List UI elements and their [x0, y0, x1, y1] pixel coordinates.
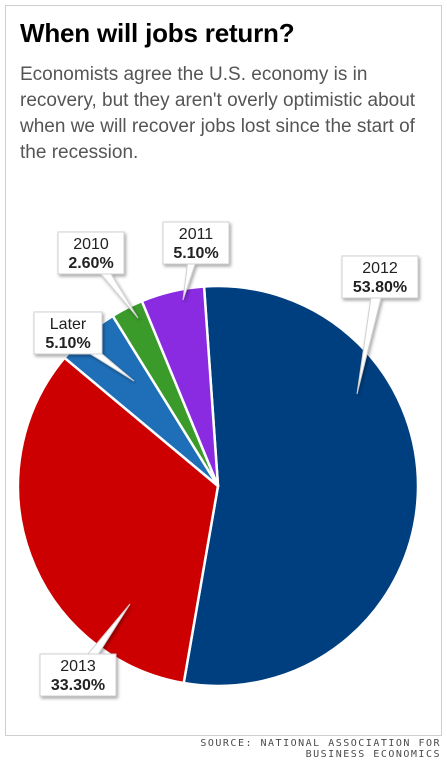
pie-callouts: 2012 53.80% 2013 33.30% Later 5.10% 2010 2.60% 2… [33, 221, 419, 697]
callout-2010 [57, 231, 139, 319]
callout-value-2010: 2.60% [68, 255, 113, 272]
callout-label-later: Later [50, 316, 87, 333]
callout-2012 [341, 255, 419, 395]
callout-2013 [39, 603, 131, 697]
callout-label-2010: 2010 [73, 236, 109, 253]
source-credit: SOURCE: NATIONAL ASSOCIATION FOR BUSINES… [200, 738, 441, 760]
callout-value-2013: 33.30% [51, 677, 105, 694]
callout-label-2012: 2012 [362, 260, 398, 277]
callout-later [33, 311, 135, 382]
source-line-2: BUSINESS ECONOMICS [305, 749, 441, 760]
pie-slice-2011 [140, 285, 220, 488]
callout-2011 [162, 221, 230, 301]
chart-subtitle: Economists agree the U.S. economy is in … [20, 64, 416, 163]
callout-value-2012: 53.80% [353, 279, 407, 296]
chart-title: When will jobs return? [20, 18, 295, 48]
pie-slice-2013 [16, 356, 220, 685]
callout-value-2011: 5.10% [173, 245, 218, 262]
source-line-1: SOURCE: NATIONAL ASSOCIATION FOR [200, 738, 441, 749]
callout-value-later: 5.10% [45, 335, 90, 352]
callout-label-2011: 2011 [179, 226, 214, 243]
callout-label-2013: 2013 [60, 658, 96, 675]
